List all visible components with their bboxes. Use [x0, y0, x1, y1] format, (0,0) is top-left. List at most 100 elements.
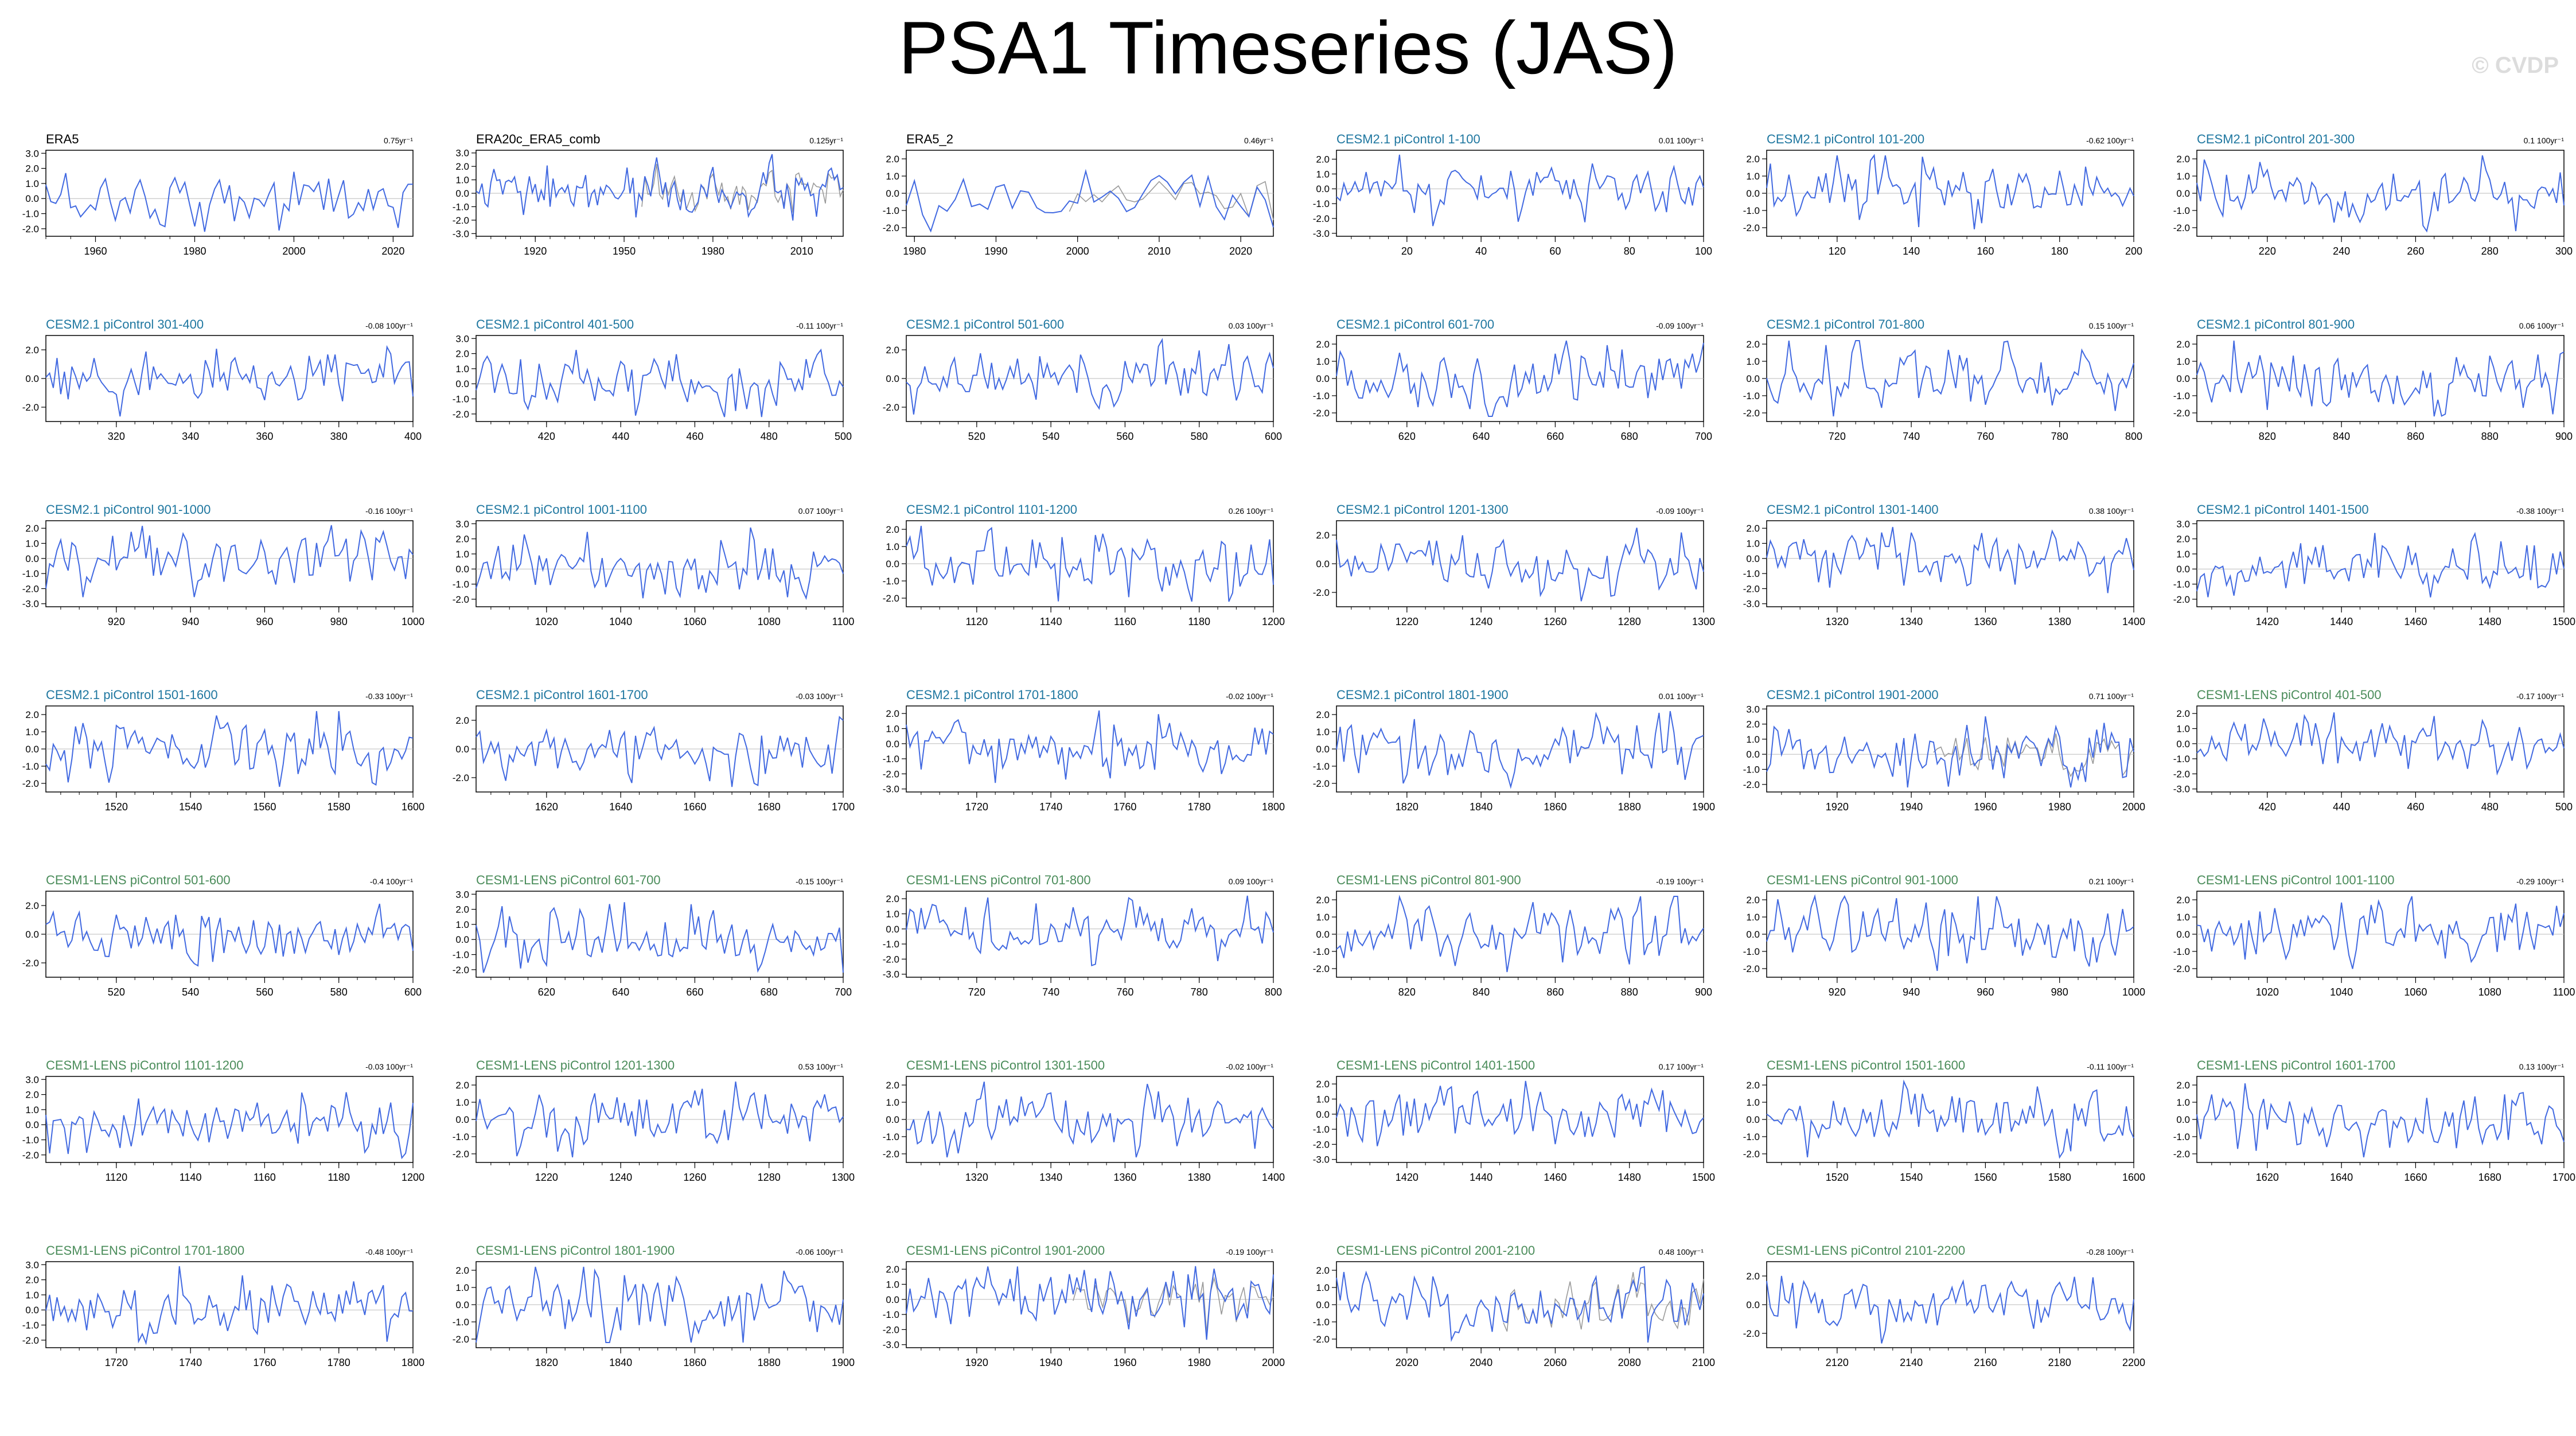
series-line [2196, 155, 2565, 233]
y-tick-label: -1.0 [22, 568, 39, 579]
x-tick-label: 1840 [1470, 801, 1492, 813]
x-tick-label: 840 [2333, 431, 2350, 442]
x-tick-label: 860 [1546, 986, 1564, 998]
y-tick-label: 0.0 [2176, 739, 2190, 750]
x-tick-label: 2020 [1229, 245, 1252, 257]
y-tick-label: 3.0 [1746, 704, 1760, 715]
x-tick-label: 1540 [179, 801, 202, 813]
y-tick-label: 1.0 [1746, 1097, 1760, 1108]
x-tick-label: 1620 [535, 801, 558, 813]
y-tick-label: 0.0 [25, 1119, 39, 1130]
y-tick-label: -2.0 [22, 958, 39, 969]
y-tick-label: 1.0 [886, 1279, 899, 1290]
obs-overlay-line [1069, 181, 1274, 220]
x-tick-label: 1500 [2552, 616, 2575, 627]
x-tick-label: 1700 [832, 801, 855, 813]
x-tick-label: 1400 [2122, 616, 2145, 627]
y-tick-label: 1.0 [455, 549, 469, 560]
panel-trend-label: -0.48 100yr⁻¹ [365, 1247, 413, 1256]
y-tick-label: 1.0 [2176, 1097, 2190, 1108]
x-tick-label: 980 [2051, 986, 2068, 998]
panel-trend-label: -0.02 100yr⁻¹ [1226, 1062, 1273, 1071]
y-tick-label: 1.0 [1746, 734, 1760, 745]
panel-title: CESM1-LENS piControl 1401-1500 [1336, 1058, 1535, 1072]
y-tick-label: 0.0 [25, 929, 39, 940]
y-tick-label: 0.0 [1316, 929, 1330, 940]
y-tick-label: 0.0 [1746, 373, 1760, 384]
x-tick-label: 2160 [1974, 1357, 1997, 1368]
x-tick-label: 1980 [1188, 1357, 1211, 1368]
x-tick-label: 40 [1475, 245, 1487, 257]
y-tick-label: -2.0 [883, 593, 899, 604]
y-tick-label: 0.0 [2176, 188, 2190, 199]
x-tick-label: 560 [1116, 431, 1133, 442]
x-tick-label: 780 [1191, 986, 1208, 998]
y-tick-label: 0.0 [455, 188, 469, 199]
y-tick-label: 1.0 [1316, 356, 1330, 367]
x-tick-label: 1260 [683, 1172, 706, 1183]
x-tick-label: 1740 [1039, 801, 1062, 813]
x-tick-label: 1820 [535, 1357, 558, 1368]
y-tick-label: 3.0 [455, 148, 469, 159]
y-tick-label: 1.0 [886, 171, 899, 182]
y-tick-label: 2.0 [886, 524, 899, 535]
y-tick-label: -1.0 [453, 579, 469, 590]
x-tick-label: 2120 [1826, 1357, 1849, 1368]
x-tick-label: 900 [1695, 986, 1712, 998]
y-tick-label: 2.0 [886, 1264, 899, 1275]
panel-trend-label: -0.4 100yr⁻¹ [370, 877, 413, 886]
x-tick-label: 1560 [253, 801, 276, 813]
x-tick-label: 60 [1549, 245, 1561, 257]
x-tick-label: 100 [1695, 245, 1712, 257]
x-tick-label: 860 [2407, 431, 2424, 442]
y-tick-label: 2.0 [2176, 339, 2190, 350]
x-tick-label: 1940 [1039, 1357, 1062, 1368]
x-tick-label: 820 [2259, 431, 2276, 442]
y-tick-label: 1.0 [886, 541, 899, 552]
x-tick-label: 340 [182, 431, 199, 442]
x-tick-label: 600 [404, 986, 422, 998]
y-tick-label: -2.0 [453, 772, 469, 783]
x-tick-label: 720 [1829, 431, 1846, 442]
x-tick-label: 1980 [702, 245, 724, 257]
panel-trend-label: 0.06 100yr⁻¹ [2519, 321, 2565, 330]
x-tick-label: 1680 [758, 801, 781, 813]
x-tick-label: 1740 [179, 1357, 202, 1368]
y-tick-label: 2.0 [455, 534, 469, 545]
y-tick-label: -1.0 [1743, 205, 1760, 216]
panel-trend-label: 0.07 100yr⁻¹ [798, 506, 844, 516]
y-tick-label: 2.0 [886, 893, 899, 904]
panel-trend-label: -0.11 100yr⁻¹ [796, 321, 843, 330]
y-tick-label: -2.0 [22, 402, 39, 413]
y-tick-label: -2.0 [22, 778, 39, 789]
y-tick-label: -3.0 [1313, 1154, 1330, 1165]
plot-frame [45, 150, 414, 237]
y-tick-label: 1.0 [455, 175, 469, 186]
series-line [1336, 527, 1704, 602]
obs-overlay-line [1933, 733, 2134, 778]
plot-frame [1766, 705, 2134, 793]
panel-title: CESM2.1 piControl 1-100 [1336, 132, 1480, 146]
x-tick-label: 400 [404, 431, 422, 442]
x-tick-label: 500 [2555, 801, 2573, 813]
series-line [2196, 896, 2565, 969]
y-tick-label: -2.0 [1743, 1149, 1760, 1160]
series-line [1766, 894, 2134, 971]
panel-trend-label: -0.28 100yr⁻¹ [2086, 1247, 2134, 1256]
panel-trend-label: 0.1 100yr⁻¹ [2524, 136, 2565, 145]
x-tick-label: 1380 [2048, 616, 2071, 627]
y-tick-label: 0.0 [1316, 559, 1330, 569]
panel-trend-label: 0.75yr⁻¹ [384, 136, 413, 145]
x-tick-label: 1280 [758, 1172, 781, 1183]
